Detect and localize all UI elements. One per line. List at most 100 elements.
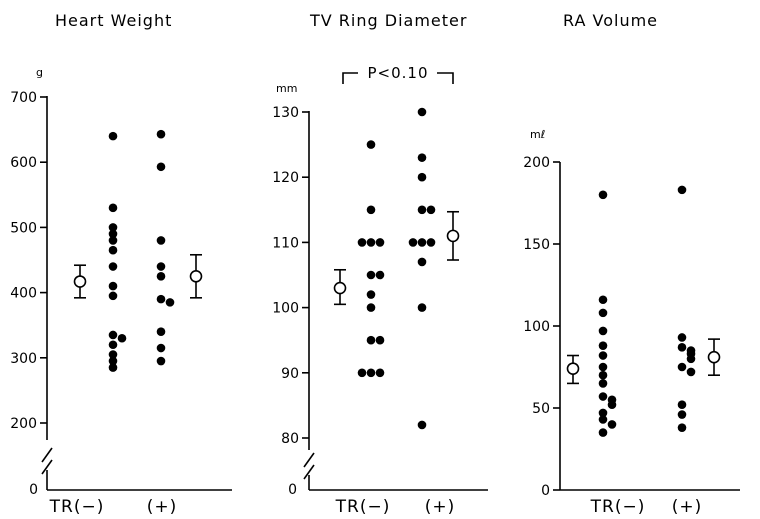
data-point xyxy=(108,203,118,213)
y-axis: 130 120 110 100 90 80 0 xyxy=(272,105,488,498)
data-point xyxy=(426,205,436,215)
data-point xyxy=(156,236,166,245)
data-point xyxy=(677,410,687,419)
data-point xyxy=(375,238,385,247)
data-point xyxy=(417,238,427,247)
y-tick-label: 150 xyxy=(523,237,550,253)
data-point xyxy=(375,335,385,345)
axis-break-mark xyxy=(41,447,53,463)
mean-sd-marker xyxy=(446,210,460,261)
panel-heart-weight: Heart Weight g 700 600 500 400 300 200 0 TR(−… xyxy=(10,11,232,517)
data-point xyxy=(108,229,118,239)
mean-marker xyxy=(189,269,203,283)
y-tick-label-zero: 0 xyxy=(29,482,38,498)
y-tick-label: 80 xyxy=(281,431,299,447)
axis-break-mark xyxy=(303,464,315,480)
data-point xyxy=(357,238,367,247)
y-axis: 200 150 100 50 0 xyxy=(523,155,740,499)
data-point xyxy=(417,172,427,182)
mean-marker xyxy=(566,362,580,375)
data-point xyxy=(366,303,376,312)
data-point xyxy=(156,262,166,271)
y-tick-label: 600 xyxy=(10,155,37,171)
data-point xyxy=(375,368,385,378)
data-point xyxy=(598,415,608,424)
x-category-label: TR(−) xyxy=(590,497,646,517)
data-point xyxy=(165,298,175,307)
data-point xyxy=(156,327,166,337)
data-point xyxy=(417,303,427,312)
data-point xyxy=(677,185,687,195)
data-point xyxy=(366,368,376,378)
y-tick-label: 200 xyxy=(10,416,37,432)
data-point xyxy=(366,205,376,215)
data-point xyxy=(156,272,166,281)
data-point xyxy=(108,262,118,271)
y-tick-label: 700 xyxy=(10,90,37,106)
data-point xyxy=(108,245,118,255)
data-point xyxy=(426,238,436,247)
data-point xyxy=(108,330,118,340)
x-category-label: TR(−) xyxy=(49,497,105,517)
data-point xyxy=(156,294,166,304)
axis-break-mark xyxy=(41,459,53,475)
panel-title: RA Volume xyxy=(563,11,658,30)
data-point xyxy=(598,428,608,437)
data-point xyxy=(598,370,608,380)
y-tick-label-zero: 0 xyxy=(288,482,297,498)
mean-marker xyxy=(333,281,347,295)
y-tick-label: 300 xyxy=(10,351,37,367)
y-tick-label: 400 xyxy=(10,286,37,302)
data-point xyxy=(686,354,696,364)
data-point xyxy=(366,238,376,247)
data-point xyxy=(598,351,608,360)
data-point xyxy=(108,236,118,245)
y-unit: mm xyxy=(276,82,297,95)
data-point xyxy=(357,368,367,378)
mean-marker xyxy=(446,229,460,243)
y-tick-label: 100 xyxy=(523,319,550,335)
y-unit: g xyxy=(36,66,43,79)
data-point xyxy=(156,129,166,139)
y-tick-label: 90 xyxy=(281,366,299,382)
panel-title: Heart Weight xyxy=(55,11,172,30)
data-point xyxy=(598,295,608,305)
y-tick-label: 130 xyxy=(272,105,299,121)
y-tick-label: 120 xyxy=(272,170,299,186)
x-category-label: (+) xyxy=(672,497,703,517)
data-point xyxy=(375,270,385,280)
mean-sd-marker xyxy=(333,268,347,306)
data-point xyxy=(598,190,608,200)
data-point xyxy=(108,340,118,350)
data-point xyxy=(677,362,687,372)
data-point xyxy=(677,423,687,432)
data-point xyxy=(108,350,118,359)
data-point xyxy=(677,343,687,352)
data-point xyxy=(108,363,118,372)
x-category-label: TR(−) xyxy=(335,497,391,517)
data-point xyxy=(108,131,118,141)
data-point xyxy=(686,367,696,377)
y-unit: mℓ xyxy=(530,128,545,141)
p-value-bracket: P<0.10 xyxy=(342,64,454,84)
mean-sd-marker xyxy=(189,253,203,299)
data-point xyxy=(598,341,608,350)
mean-marker xyxy=(707,350,721,364)
panel-tv-ring-diameter: TV Ring Diameter mm 130 120 110 100 90 80 0 P… xyxy=(272,11,488,517)
data-point xyxy=(677,400,687,410)
data-point xyxy=(417,107,427,117)
data-point xyxy=(366,290,376,299)
data-point xyxy=(598,379,608,388)
y-tick-label: 0 xyxy=(541,483,550,499)
panel-ra-volume: RA Volume mℓ 200 150 100 50 0 TR(−) (+) xyxy=(523,11,740,517)
x-category-label: (+) xyxy=(147,497,178,517)
data-point xyxy=(598,362,608,372)
data-point xyxy=(108,223,118,232)
x-category-label: (+) xyxy=(425,497,456,517)
data-point xyxy=(417,205,427,215)
y-tick-label: 500 xyxy=(10,220,37,236)
data-point xyxy=(117,333,127,343)
data-point xyxy=(108,356,118,366)
data-point xyxy=(598,392,608,401)
